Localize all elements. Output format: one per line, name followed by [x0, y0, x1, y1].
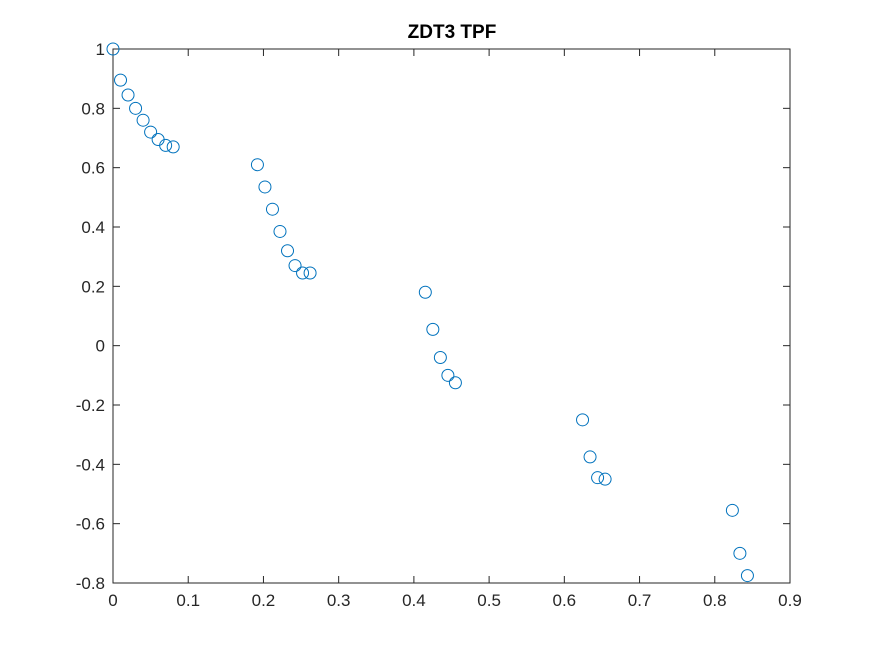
y-tick-label: 0.4	[81, 218, 105, 237]
plot-area	[112, 48, 791, 584]
y-tick-label: -0.2	[76, 396, 105, 415]
data-point	[733, 546, 747, 560]
y-tick-label: -0.4	[76, 455, 105, 474]
y-tick-label: 0.2	[81, 277, 105, 296]
y-tick-label: 0.8	[81, 99, 105, 118]
data-point	[129, 101, 143, 115]
data-point	[159, 138, 173, 152]
chart-title: ZDT3 TPF	[408, 22, 497, 43]
data-point	[433, 351, 447, 365]
data-point	[296, 266, 310, 280]
x-tick-label: 0.3	[327, 591, 351, 610]
y-tick-label: -0.6	[76, 515, 105, 534]
data-point	[740, 569, 754, 583]
data-point	[576, 413, 590, 427]
x-tick-label: 0	[108, 591, 117, 610]
data-point	[448, 376, 462, 390]
data-point	[441, 368, 455, 382]
x-tick-label: 0.6	[553, 591, 577, 610]
data-point	[418, 285, 432, 299]
x-tick-label: 0.5	[477, 591, 501, 610]
data-point	[288, 259, 302, 273]
data-point	[583, 450, 597, 464]
x-tick-label: 0.4	[402, 591, 426, 610]
data-point	[265, 202, 279, 216]
y-tick-label: 0.6	[81, 159, 105, 178]
ticks-layer: 0 0.1 0.2 0.3 0.4 0.5 0.6 0.7 0.8 0.9 -0.8 -0.6 -0.4…	[76, 40, 802, 610]
x-tick-label: 0.9	[778, 591, 802, 610]
data-point	[250, 158, 264, 172]
data-point	[136, 113, 150, 127]
data-point	[591, 471, 605, 485]
data-point	[303, 266, 317, 280]
data-point	[121, 88, 135, 102]
data-point	[281, 244, 295, 258]
data-point	[598, 472, 612, 486]
y-tick-label: 1	[96, 40, 105, 59]
x-tick-label: 0.1	[176, 591, 200, 610]
x-tick-label: 0.7	[628, 591, 652, 610]
points-layer	[106, 42, 754, 583]
y-tick-label: 0	[96, 337, 105, 356]
data-point	[273, 224, 287, 238]
data-point	[106, 42, 120, 56]
x-tick-label: 0.8	[703, 591, 727, 610]
data-point	[725, 503, 739, 517]
data-point	[114, 73, 128, 87]
data-point	[258, 180, 272, 194]
data-point	[426, 322, 440, 336]
data-point	[144, 125, 158, 139]
x-tick-label: 0.2	[252, 591, 276, 610]
data-point	[166, 140, 180, 154]
y-tick-label: -0.8	[76, 574, 105, 593]
